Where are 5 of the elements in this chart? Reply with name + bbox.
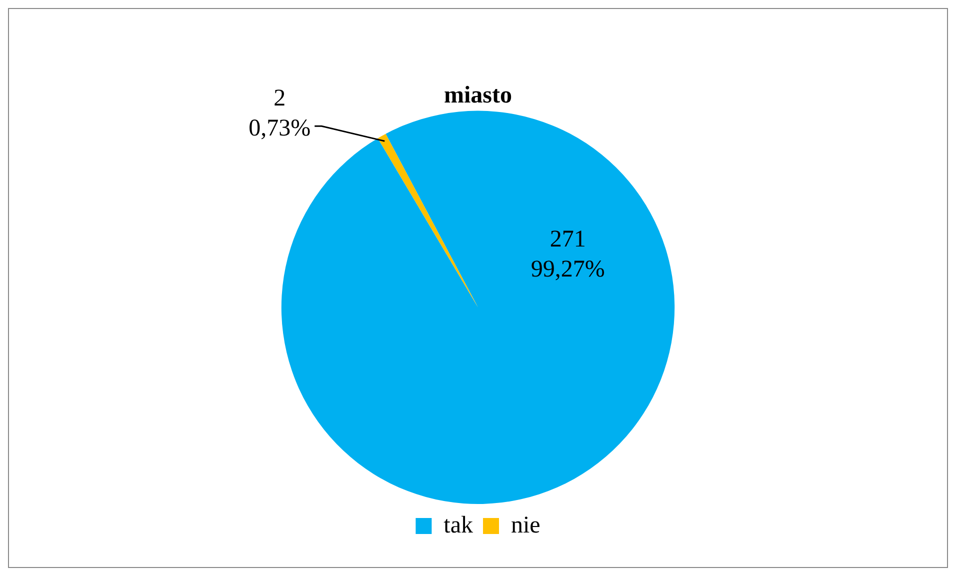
legend-label: tak — [444, 512, 474, 538]
chart-title: miasto — [444, 82, 512, 109]
legend-label: nie — [511, 512, 540, 538]
data-label: 2 0,73% — [248, 85, 311, 142]
data-label: 271 99,27% — [530, 226, 605, 283]
